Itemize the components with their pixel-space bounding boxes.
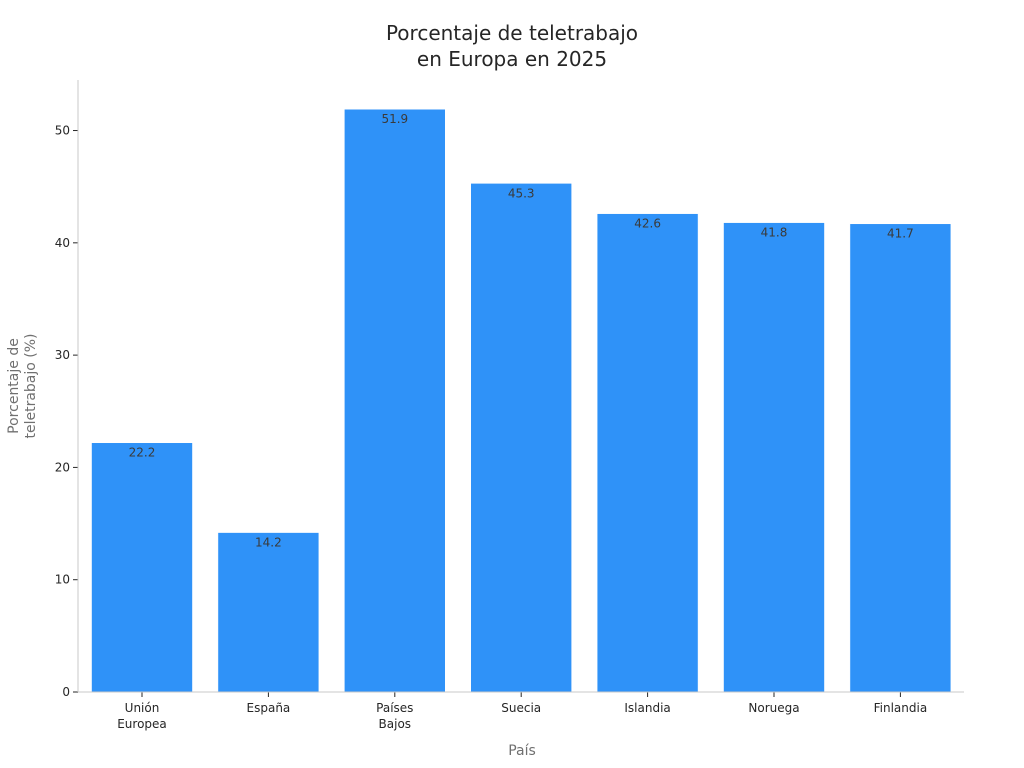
bar bbox=[596, 213, 699, 693]
y-tick-label: 20 bbox=[55, 460, 70, 474]
x-tick-label: Unión bbox=[125, 701, 160, 715]
bar bbox=[343, 108, 446, 693]
bar-value-label: 14.2 bbox=[255, 536, 282, 550]
x-tick-label: Noruega bbox=[748, 701, 799, 715]
chart-title-line-2: en Europa en 2025 bbox=[417, 47, 607, 71]
x-tick-label: Islandia bbox=[624, 701, 670, 715]
bar-value-label: 41.7 bbox=[887, 227, 914, 241]
bar bbox=[470, 183, 573, 693]
y-tick-label: 30 bbox=[55, 348, 70, 362]
y-tick-label: 10 bbox=[55, 573, 70, 587]
y-tick-label: 0 bbox=[62, 685, 70, 699]
y-axis-title-line-1: Porcentaje de bbox=[6, 338, 22, 434]
bar bbox=[217, 532, 320, 693]
x-tick-label: Bajos bbox=[379, 717, 412, 731]
x-tick-label: Suecia bbox=[501, 701, 541, 715]
bar bbox=[723, 222, 825, 693]
x-tick-label: España bbox=[247, 701, 291, 715]
bar-value-label: 41.8 bbox=[761, 226, 788, 240]
x-axis-title: País bbox=[508, 743, 536, 759]
ticks-layer: Unión Europea España Países Bajos Suecia Islan… bbox=[55, 124, 927, 731]
bar-value-label: 51.9 bbox=[381, 112, 408, 126]
x-tick-label: Europea bbox=[117, 717, 167, 731]
y-axis-title-line-2: teletrabajo (%) bbox=[23, 333, 39, 438]
x-tick-label: Países bbox=[376, 701, 413, 715]
x-tick-label: Finlandia bbox=[874, 701, 928, 715]
y-tick-label: 50 bbox=[55, 124, 70, 138]
y-tick-label: 40 bbox=[55, 236, 70, 250]
bar bbox=[849, 223, 952, 693]
bar-value-label: 45.3 bbox=[508, 186, 535, 200]
bar-value-label: 22.2 bbox=[129, 446, 156, 460]
bar bbox=[91, 442, 193, 693]
bar-value-label: 42.6 bbox=[634, 217, 661, 231]
chart-title-line-1: Porcentaje de teletrabajo bbox=[386, 21, 638, 45]
bars-layer: 22.2 14.2 51.9 45.3 42.6 41.8 41.7 bbox=[91, 108, 952, 693]
y-axis-title: Porcentaje de teletrabajo (%) bbox=[6, 333, 39, 438]
